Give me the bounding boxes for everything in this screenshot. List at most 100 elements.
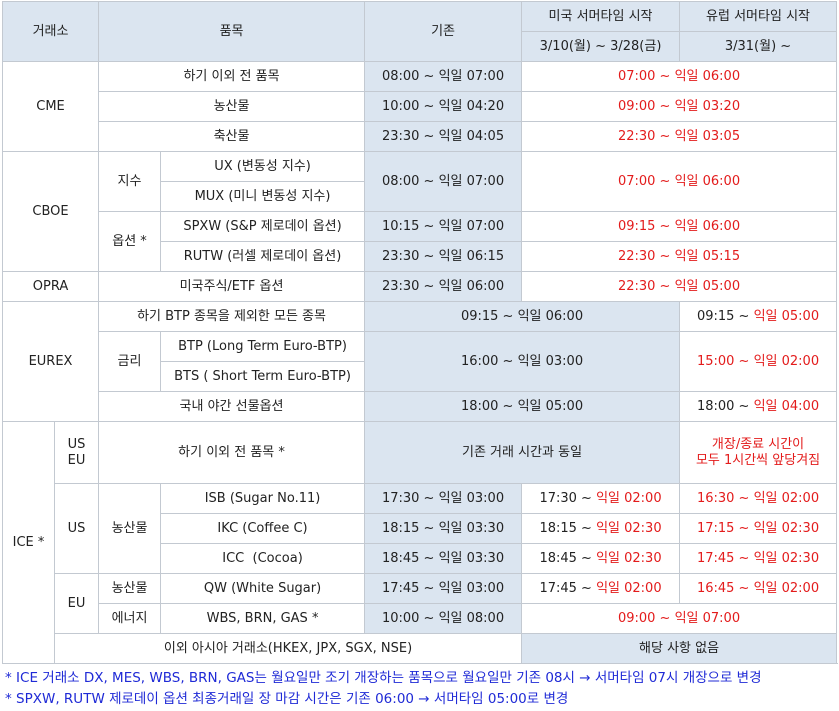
us-time-prefix: 18:45 ~ [539,550,597,566]
current-time-cell: 17:45 ~ 익일 03:00 [364,573,523,604]
table-row: EU 농산물 QW (White Sugar) 17:45 ~ 익일 03:00… [3,573,838,634]
us-time-cell: 18:45 ~ 익일 02:30 [521,543,681,574]
group-cell: 농산물 [98,483,162,574]
not-applicable-cell: 해당 사항 없음 [521,633,838,664]
eu-time-cell: 16:45 ~ 익일 02:00 [679,573,838,604]
table-row: OPRA 미국주식/ETF 옵션 23:30 ~ 익일 06:00 22:30 … [1,271,838,302]
exchange-cboe: CBOE [1,151,100,272]
exchange-eurex: EUREX [1,301,100,422]
current-time-cell: 17:30 ~ 익일 03:00 [364,483,523,514]
us-time-changed: 익일 02:00 [596,490,662,506]
region-eu: EU [67,452,86,468]
product-cell: 농산물 [98,91,366,122]
us-dst-header: 미국 서머타임 시작 [521,1,681,32]
product-cell: 하기 이외 전 품목 * [98,421,366,484]
dst-time-cell: 09:15 ~ 익일 06:00 [521,211,838,242]
group-cell: 에너지 [98,603,162,634]
dst-time-cell: 09:00 ~ 익일 07:00 [521,603,838,634]
current-time-cell: 10:15 ~ 익일 07:00 [364,211,523,242]
region-us: US [67,436,86,452]
eu-time-prefix: 18:00 ~ [696,398,754,414]
product-cell: BTP (Long Term Euro-BTP) [160,331,366,362]
region-cell: US [53,483,100,574]
eu-time-cell: 17:15 ~ 익일 02:30 [679,513,838,544]
current-time-cell: 18:45 ~ 익일 03:30 [364,543,523,574]
dst-time-cell: 07:00 ~ 익일 06:00 [521,61,838,92]
exchange-opra: OPRA [1,271,100,302]
group-cell: 금리 [98,331,162,392]
exchange-cme: CME [1,61,100,152]
current-time-cell: 08:00 ~ 익일 07:00 [364,61,523,92]
eu-note-line2: 모두 1시간씩 앞당겨짐 [695,452,821,468]
table-row: MUX (미니 변동성 지수) [3,181,837,212]
table-row: 축산물 23:30 ~ 익일 04:05 22:30 ~ 익일 03:05 [3,121,838,152]
us-time-cell: 17:30 ~ 익일 02:00 [521,483,681,514]
header-row: 거래소 품목 기존 미국 서머타임 시작 유럽 서머타임 시작 [1,1,838,62]
product-cell: ICC (Cocoa) [160,543,366,574]
eu-time-cell: 15:00 ~ 익일 02:00 [679,331,838,392]
product-cell: WBS, BRN, GAS * [160,603,366,634]
footnote-zero-day: * SPXW, RUTW 제로데이 옵션 최종거래일 장 마감 시간은 기존 0… [5,691,569,707]
current-time-cell: 16:00 ~ 익일 03:00 [364,331,681,392]
us-time-changed: 익일 02:30 [596,520,662,536]
eu-time-cell: 09:15 ~ 익일 05:00 [679,301,838,332]
eu-time-cell: 18:00 ~ 익일 04:00 [679,391,838,422]
dst-time-cell: 09:00 ~ 익일 03:20 [521,91,838,122]
product-cell: 축산물 [98,121,366,152]
current-time-cell: 23:30 ~ 익일 06:00 [364,271,523,302]
eu-time-prefix: 09:15 ~ [696,308,754,324]
eu-time-changed: 익일 04:00 [753,398,820,414]
eu-note-line1: 개장/종료 시간이 [711,436,805,452]
group-cell: 옵션 * [98,211,162,272]
exchange-other-asia: 이외 아시아 거래소(HKEX, JPX, SGX, NSE) [53,633,523,664]
us-time-cell: 18:15 ~ 익일 02:30 [521,513,681,544]
dst-time-cell: 22:30 ~ 익일 03:05 [521,121,838,152]
product-cell: BTS ( Short Term Euro-BTP) [160,361,366,392]
eu-time-cell: 16:30 ~ 익일 02:00 [679,483,838,514]
product-cell: 하기 이외 전 품목 [98,61,366,92]
exchange-ice: ICE * [2,421,55,664]
footnote-ice: * ICE 거래소 DX, MES, WBS, BRN, GAS는 월요일만 조… [5,670,762,686]
table-row: EUREX 하기 BTP 종목을 제외한 모든 종목 09:15 ~ 익일 06… [1,301,838,422]
eu-dst-header: 유럽 서머타임 시작 [679,1,838,32]
us-time-cell: 17:45 ~ 익일 02:00 [521,573,681,604]
region-cell: US EU [53,421,100,484]
product-cell: QW (White Sugar) [160,573,366,604]
footnotes: * ICE 거래소 DX, MES, WBS, BRN, GAS는 월요일만 조… [5,668,762,710]
current-time-cell: 23:30 ~ 익일 04:05 [364,121,523,152]
current-time-cell: 08:00 ~ 익일 07:00 [364,151,523,212]
table-row: CME 하기 이외 전 품목 08:00 ~ 익일 07:00 07:00 ~ … [1,61,838,152]
table-row: US 농산물 ISB (Sugar No.11) 17:30 ~ 익일 03:0… [3,483,838,574]
group-cell: 농산물 [98,573,162,604]
table-row: ICE * US EU 하기 이외 전 품목 * 기존 거래 시간과 동일 개장/… [2,421,838,664]
current-time-cell: 10:00 ~ 익일 04:20 [364,91,523,122]
product-cell: IKC (Coffee C) [160,513,366,544]
us-time-prefix: 17:30 ~ [539,490,597,506]
product-cell: MUX (미니 변동성 지수) [160,181,366,212]
us-period-header: 3/10(월) ~ 3/28(금) [521,31,681,62]
product-cell: 미국주식/ETF 옵션 [98,271,366,302]
table-row: 에너지 WBS, BRN, GAS * 10:00 ~ 익일 08:00 09:… [3,603,838,634]
eu-time-changed: 익일 05:00 [753,308,820,324]
current-time-cell: 23:30 ~ 익일 06:15 [364,241,523,272]
table-row: RUTW (러셀 제로데이 옵션) 23:30 ~ 익일 06:15 22:30… [3,241,838,272]
us-time-prefix: 18:15 ~ [539,520,597,536]
dst-time-cell: 07:00 ~ 익일 06:00 [521,151,838,212]
table-row: 금리 BTP (Long Term Euro-BTP) 16:00 ~ 익일 0… [3,331,838,392]
region-cell: EU [53,573,100,634]
group-cell: 지수 [98,151,162,212]
current-header: 기존 [364,1,523,62]
table-row: CBOE 지수 UX (변동성 지수) 08:00 ~ 익일 07:00 07:… [1,151,838,272]
table-row: 국내 야간 선물옵션 18:00 ~ 익일 05:00 18:00 ~ 익일 0… [3,391,838,422]
current-time-cell: 10:00 ~ 익일 08:00 [364,603,523,634]
eu-time-cell: 개장/종료 시간이 모두 1시간씩 앞당겨짐 [679,421,838,484]
us-time-changed: 익일 02:00 [596,580,662,596]
eu-period-header: 3/31(월) ~ [679,31,838,62]
current-time-cell: 18:00 ~ 익일 05:00 [364,391,681,422]
header-row-2: 3/10(월) ~ 3/28(금) 3/31(월) ~ [3,31,838,62]
dst-time-cell: 22:30 ~ 익일 05:00 [521,271,838,302]
table-row: 이외 아시아 거래소(HKEX, JPX, SGX, NSE) 해당 사항 없음 [3,633,838,664]
table-row: 옵션 * SPXW (S&P 제로데이 옵션) 10:15 ~ 익일 07:00… [3,211,838,272]
exchange-header: 거래소 [1,1,100,62]
current-time-cell: 18:15 ~ 익일 03:30 [364,513,523,544]
